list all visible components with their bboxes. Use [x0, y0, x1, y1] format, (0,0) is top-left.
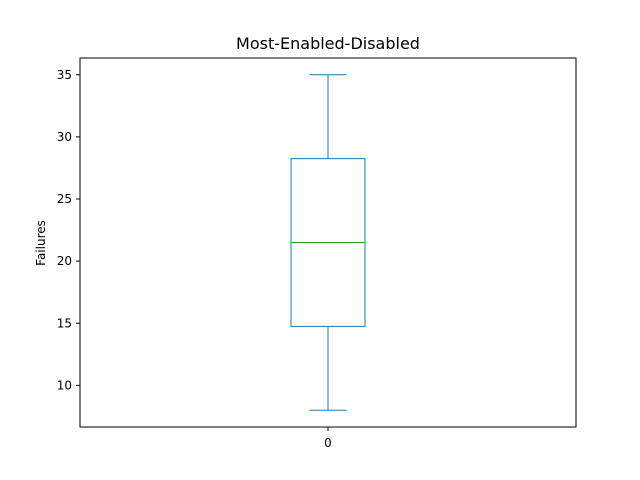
y-axis-label: Failures: [34, 220, 48, 266]
chart-title: Most-Enabled-Disabled: [236, 34, 420, 53]
y-tick-label: 20: [57, 254, 72, 268]
y-tick-label: 30: [57, 130, 72, 144]
y-tick-label: 25: [57, 192, 72, 206]
y-tick-label: 10: [57, 378, 72, 392]
box-group: [290, 74, 366, 411]
plot-area: [290, 74, 366, 411]
x-axis-ticks: 0: [324, 427, 332, 450]
plot-frame: [79, 57, 577, 428]
y-tick-label: 15: [57, 316, 72, 330]
y-axis-ticks: 10 15 20 25 30 35: [57, 68, 80, 392]
y-tick-label: 35: [57, 68, 72, 82]
x-tick-label: 0: [324, 436, 332, 450]
